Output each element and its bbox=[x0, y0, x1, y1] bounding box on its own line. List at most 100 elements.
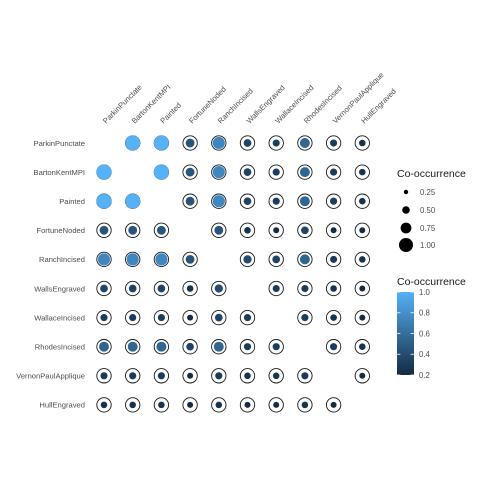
point-fill bbox=[359, 285, 366, 292]
point bbox=[297, 164, 313, 180]
point-fill bbox=[244, 227, 251, 234]
point-outline-ring bbox=[182, 368, 198, 384]
point-fill bbox=[125, 135, 141, 151]
point-outline-ring bbox=[354, 164, 370, 180]
point bbox=[211, 193, 227, 209]
point-outline-ring bbox=[268, 368, 284, 384]
point-outline-ring bbox=[182, 309, 198, 326]
y-tick-label: BartonKentMPI bbox=[34, 168, 86, 177]
point-outline-ring bbox=[239, 222, 256, 238]
color-legend-label: 0.8 bbox=[419, 309, 430, 318]
point-fill bbox=[126, 253, 139, 266]
point-fill bbox=[155, 253, 168, 266]
point-outline-ring bbox=[268, 339, 284, 355]
point-outline-ring bbox=[153, 251, 170, 268]
point-outline-ring bbox=[153, 339, 170, 355]
size-legend-key bbox=[399, 238, 413, 252]
point bbox=[325, 222, 342, 238]
point-outline-ring bbox=[354, 251, 370, 268]
point-outline-ring bbox=[182, 135, 198, 151]
point-outline-ring bbox=[297, 280, 313, 297]
point bbox=[125, 339, 141, 355]
point-fill bbox=[99, 225, 109, 235]
point-outline-ring bbox=[239, 368, 256, 384]
point-outline-ring bbox=[239, 193, 256, 209]
color-legend-label: 0.4 bbox=[419, 350, 431, 359]
point-outline-ring bbox=[354, 339, 370, 355]
point-fill bbox=[359, 256, 366, 263]
size-legend-key bbox=[402, 206, 410, 214]
point bbox=[325, 193, 342, 209]
point bbox=[354, 135, 370, 151]
y-tick-label: HullEngraved bbox=[39, 401, 85, 410]
point-fill bbox=[330, 197, 338, 205]
point-outline-ring bbox=[153, 368, 170, 384]
point bbox=[125, 193, 141, 209]
point bbox=[153, 397, 170, 413]
point-fill bbox=[273, 401, 280, 408]
point-fill bbox=[359, 372, 366, 379]
point bbox=[325, 135, 342, 151]
point-outline-ring bbox=[268, 193, 284, 209]
point bbox=[182, 251, 198, 268]
point-fill bbox=[128, 284, 137, 293]
point-outline-ring bbox=[239, 309, 256, 326]
point-fill bbox=[185, 138, 195, 148]
point bbox=[96, 164, 112, 180]
point-fill bbox=[129, 401, 136, 409]
point-outline-ring bbox=[96, 309, 112, 326]
point bbox=[354, 193, 370, 209]
point-fill bbox=[330, 401, 337, 408]
size-legend-key bbox=[403, 189, 409, 195]
point bbox=[211, 339, 227, 355]
point-fill bbox=[359, 139, 366, 147]
size-legend-title: Co-occurrence bbox=[397, 168, 466, 180]
point-fill bbox=[212, 136, 225, 150]
point bbox=[354, 309, 370, 326]
point-fill bbox=[96, 164, 112, 180]
point bbox=[153, 222, 170, 238]
point bbox=[239, 164, 256, 180]
point bbox=[153, 251, 170, 268]
point-fill bbox=[185, 254, 195, 264]
point-outline-ring bbox=[268, 397, 284, 413]
point-outline-ring bbox=[125, 339, 141, 355]
point-fill bbox=[330, 255, 338, 263]
point bbox=[211, 397, 227, 413]
point bbox=[297, 251, 313, 268]
point bbox=[125, 222, 141, 238]
point-fill bbox=[243, 197, 252, 206]
point-fill bbox=[330, 285, 337, 292]
point bbox=[125, 280, 141, 297]
point-fill bbox=[157, 284, 166, 293]
point bbox=[297, 280, 313, 297]
point bbox=[325, 280, 342, 297]
point-fill bbox=[157, 372, 165, 380]
point-outline-ring bbox=[325, 164, 342, 180]
point-outline-ring bbox=[325, 280, 342, 297]
point-fill bbox=[99, 341, 109, 352]
point-fill bbox=[187, 314, 194, 321]
point-outline-ring bbox=[125, 397, 141, 413]
point-fill bbox=[301, 401, 309, 409]
point-fill bbox=[157, 314, 165, 322]
point bbox=[354, 339, 370, 355]
point bbox=[211, 280, 227, 297]
point-outline-ring bbox=[182, 280, 198, 297]
point-outline-ring bbox=[268, 222, 284, 238]
point-fill bbox=[100, 314, 108, 322]
point bbox=[153, 309, 170, 326]
size-legend-label: 0.50 bbox=[420, 206, 436, 215]
point bbox=[268, 280, 284, 297]
point-fill bbox=[214, 284, 223, 293]
point-fill bbox=[244, 401, 251, 408]
point bbox=[239, 222, 256, 238]
point bbox=[125, 135, 141, 151]
point-outline-ring bbox=[268, 135, 284, 151]
point-fill bbox=[215, 372, 223, 380]
point bbox=[96, 193, 112, 209]
point bbox=[354, 280, 370, 297]
point-fill bbox=[127, 341, 138, 352]
point-fill bbox=[100, 372, 108, 380]
point-outline-ring bbox=[96, 222, 112, 238]
